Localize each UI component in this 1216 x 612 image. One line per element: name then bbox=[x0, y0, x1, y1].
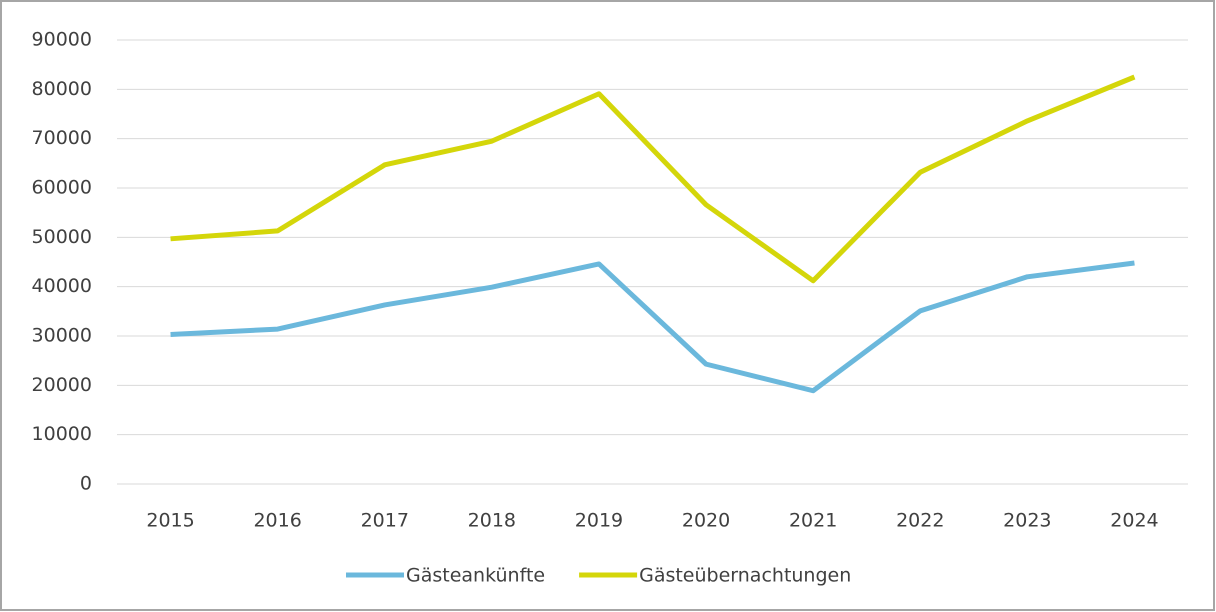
y-tick-label: 0 bbox=[80, 473, 92, 495]
y-tick-label: 90000 bbox=[32, 29, 92, 51]
y-tick-label: 80000 bbox=[32, 78, 92, 100]
x-tick-label: 2016 bbox=[253, 510, 301, 532]
line-series bbox=[170, 260, 1135, 394]
x-tick-label: 2019 bbox=[575, 510, 623, 532]
x-tick-label: 2021 bbox=[789, 510, 837, 532]
y-tick-label: 10000 bbox=[32, 423, 92, 445]
legend-label: Gästeübernachtungen bbox=[639, 565, 851, 587]
x-tick-label: 2022 bbox=[896, 510, 944, 532]
x-tick-label: 2018 bbox=[468, 510, 516, 532]
legend-label: Gästeankünfte bbox=[406, 565, 545, 587]
y-tick-label: 70000 bbox=[32, 127, 92, 149]
x-tick-label: 2017 bbox=[361, 510, 409, 532]
x-tick-label: 2015 bbox=[146, 510, 194, 532]
y-tick-label: 50000 bbox=[32, 226, 92, 248]
x-tick-label: 2024 bbox=[1110, 510, 1158, 532]
y-tick-label: 40000 bbox=[32, 275, 92, 297]
y-tick-label: 60000 bbox=[32, 177, 92, 199]
y-tick-label: 20000 bbox=[32, 374, 92, 396]
x-tick-label: 2023 bbox=[1003, 510, 1051, 532]
x-tick-label: 2020 bbox=[682, 510, 730, 532]
y-tick-label: 30000 bbox=[32, 325, 92, 347]
line-series bbox=[170, 74, 1136, 284]
